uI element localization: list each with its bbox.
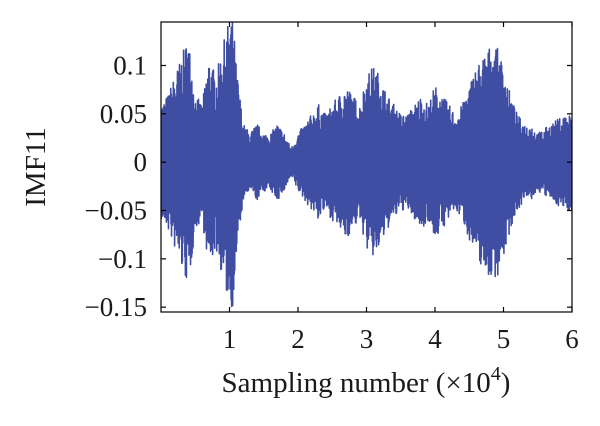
y-tick-label: 0.05 — [100, 99, 147, 129]
x-tick-label: 1 — [223, 324, 237, 354]
x-tick-label: 2 — [291, 324, 305, 354]
x-tick-label: 6 — [565, 324, 579, 354]
x-axis-label: Sampling number (×104) — [222, 363, 511, 399]
y-axis-label: IMF11 — [20, 127, 52, 207]
series-layer — [161, 22, 572, 308]
y-axis: 0.1 0.05 0 −0.05 −0.1 −0.15 — [85, 51, 572, 322]
y-tick-label: 0.1 — [113, 51, 147, 81]
y-tick-label: −0.1 — [98, 244, 147, 274]
x-tick-label: 4 — [428, 324, 442, 354]
y-tick-label: 0 — [134, 147, 148, 177]
x-axis: 1 2 3 4 5 6 — [223, 22, 579, 354]
x-tick-label: 3 — [360, 324, 374, 354]
y-tick-label: −0.05 — [85, 196, 147, 226]
y-tick-label: −0.15 — [85, 292, 147, 322]
imf11-signal-line — [161, 22, 572, 308]
x-tick-label: 5 — [497, 324, 511, 354]
